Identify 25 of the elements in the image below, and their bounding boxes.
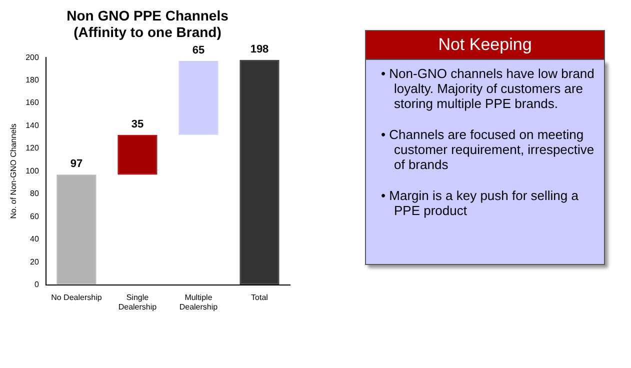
y-tick-label: 0: [34, 280, 40, 290]
data-label: 65: [192, 44, 205, 57]
data-label: 97: [70, 158, 83, 170]
x-tick-label: Total: [251, 292, 268, 302]
x-tick-label: Single Dealership: [118, 292, 158, 312]
text: Not Keeping: [365, 30, 605, 60]
x-tick-label: No Dealership: [51, 292, 102, 302]
text: • Non-GNO channels have low brand loyalty. Majority of customers are storing multiple PPE brands.: [381, 66, 596, 111]
y-tick-label: 60: [30, 212, 40, 221]
text: • Margin is a key push for selling a PPE product: [381, 188, 580, 218]
y-tick-label: 100: [26, 166, 40, 176]
data-label: 198: [250, 43, 269, 56]
text: • Channels are focused on meeting customer requirement, irrespective of brands: [381, 127, 596, 172]
y-tick-label: 80: [30, 189, 40, 198]
y-tick-label: 160: [26, 98, 40, 108]
data-label: 35: [131, 118, 144, 130]
y-tick-label: 20: [30, 257, 40, 266]
y-tick-label: 180: [26, 76, 40, 85]
y-tick-label: 120: [26, 144, 40, 153]
y-tick-label: 200: [26, 52, 40, 62]
y-tick-label: 140: [26, 120, 40, 130]
x-tick-label: Multiple Dealership: [179, 292, 218, 312]
chart-title: Non GNO PPE Channels (Affinity to one Brand): [66, 7, 229, 40]
y-tick-label: 40: [30, 234, 40, 244]
y-axis-title: No. of Non-GNO Channels: [9, 124, 18, 219]
